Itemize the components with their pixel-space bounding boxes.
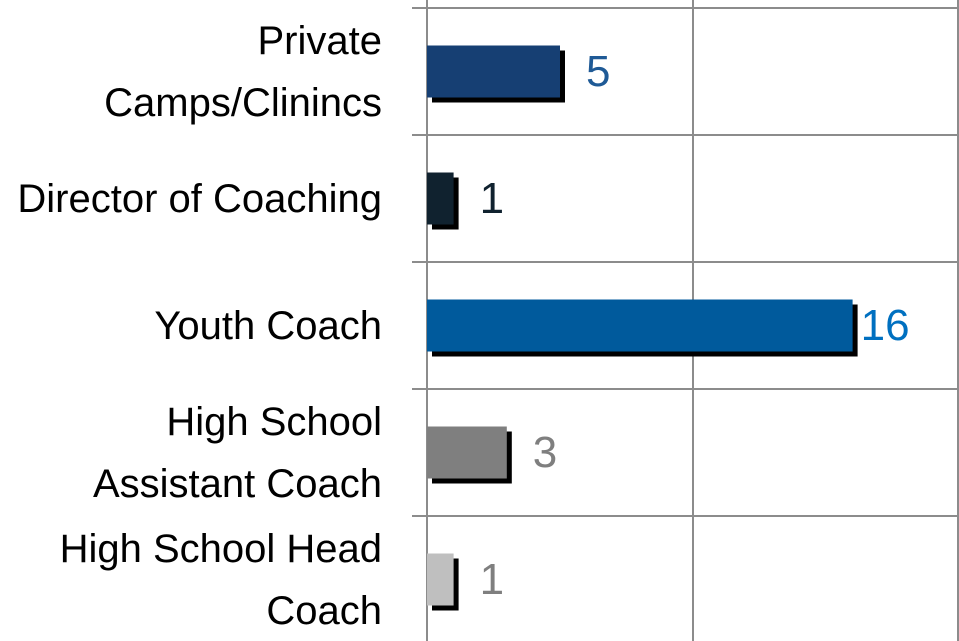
value-label: 5 <box>586 47 610 96</box>
value-label: 1 <box>480 555 504 604</box>
value-label: 3 <box>533 428 557 477</box>
category-label-box: Private Camps/Clinincs <box>0 8 382 135</box>
bar <box>427 553 454 606</box>
category-label-box: High School Head Coach <box>0 516 382 641</box>
bar <box>427 426 507 479</box>
category-label-box: Youth Coach <box>0 262 382 389</box>
category-label: High School Head Coach <box>59 526 382 633</box>
value-label: 16 <box>861 301 910 350</box>
category-label: Youth Coach <box>154 303 382 348</box>
bar <box>427 172 454 225</box>
value-label: 1 <box>480 174 504 223</box>
category-label: High School Assistant Coach <box>92 399 382 506</box>
category-label-box: Director of Coaching <box>0 135 382 262</box>
category-label: Private Camps/Clinincs <box>104 18 382 125</box>
category-label-box: High School Assistant Coach <box>0 389 382 516</box>
bar <box>427 45 560 98</box>
bar <box>427 299 853 352</box>
category-label: Director of Coaching <box>17 176 382 221</box>
